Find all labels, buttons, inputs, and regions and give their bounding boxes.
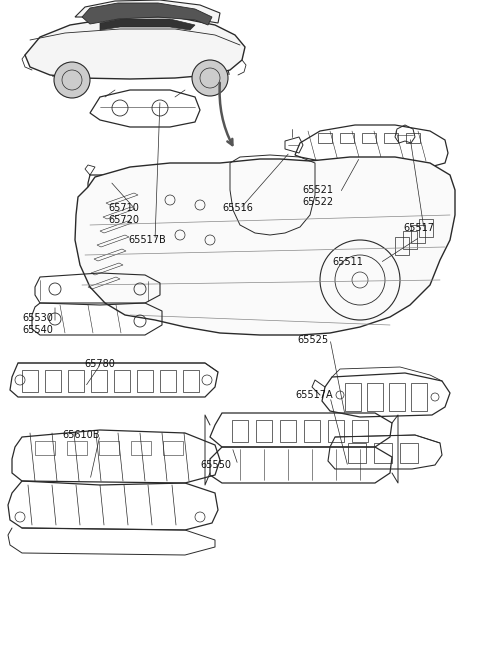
Bar <box>352 420 368 442</box>
Text: 65525: 65525 <box>297 335 328 345</box>
Text: 65610B: 65610B <box>62 430 99 440</box>
Circle shape <box>54 62 90 98</box>
Bar <box>384 133 398 143</box>
Circle shape <box>192 60 228 96</box>
Bar <box>45 370 61 392</box>
Bar <box>160 370 176 392</box>
Bar <box>304 420 320 442</box>
Bar <box>348 443 366 463</box>
Bar <box>68 370 84 392</box>
Bar <box>114 370 130 392</box>
Bar <box>67 441 87 455</box>
Polygon shape <box>75 0 220 23</box>
Text: 65511: 65511 <box>332 257 363 267</box>
Bar <box>35 441 55 455</box>
Bar <box>183 370 199 392</box>
Bar <box>131 441 151 455</box>
Text: 65517: 65517 <box>403 223 434 233</box>
Bar <box>280 420 296 442</box>
Bar <box>400 443 418 463</box>
Text: 65517A: 65517A <box>295 390 333 400</box>
Bar <box>22 370 38 392</box>
Polygon shape <box>25 17 245 79</box>
Text: 65710
65720: 65710 65720 <box>108 203 139 225</box>
Bar <box>411 383 427 411</box>
Text: 65521
65522: 65521 65522 <box>302 185 333 206</box>
Bar <box>328 420 344 442</box>
Bar <box>389 383 405 411</box>
Bar <box>345 383 361 411</box>
Bar <box>367 383 383 411</box>
Bar <box>137 370 153 392</box>
Text: 65517B: 65517B <box>128 235 166 245</box>
Polygon shape <box>75 157 455 335</box>
Bar <box>256 420 272 442</box>
Text: 65530
65540: 65530 65540 <box>22 313 53 335</box>
Bar <box>318 133 332 143</box>
Polygon shape <box>82 3 212 25</box>
Bar <box>91 370 107 392</box>
Bar <box>374 443 392 463</box>
Bar <box>99 441 119 455</box>
Bar <box>163 441 183 455</box>
Text: 65780: 65780 <box>84 359 115 369</box>
Polygon shape <box>100 19 195 30</box>
Bar <box>406 133 420 143</box>
Bar <box>340 133 354 143</box>
Text: 65550: 65550 <box>200 460 231 470</box>
Text: 65516: 65516 <box>222 203 253 213</box>
Bar <box>232 420 248 442</box>
Bar <box>362 133 376 143</box>
